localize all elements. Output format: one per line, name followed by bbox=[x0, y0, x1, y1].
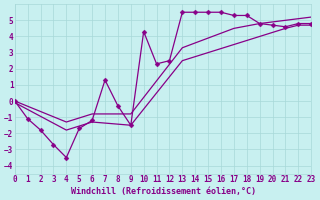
X-axis label: Windchill (Refroidissement éolien,°C): Windchill (Refroidissement éolien,°C) bbox=[70, 187, 255, 196]
